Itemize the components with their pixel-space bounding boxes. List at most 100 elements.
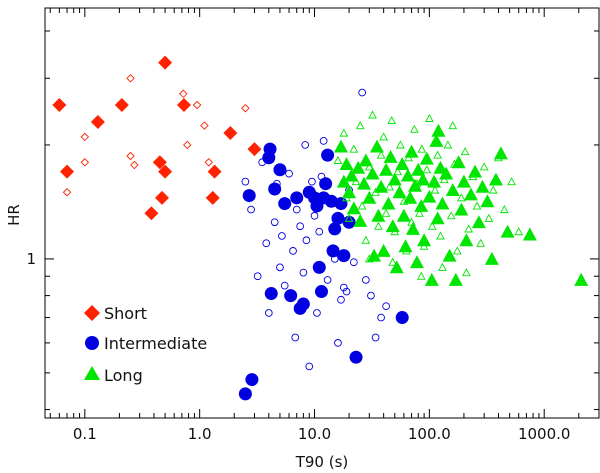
point-long-filled <box>342 185 357 199</box>
point-intermediate-open <box>264 309 273 317</box>
point-long-filled <box>451 155 466 169</box>
point-intermediate-filled <box>278 197 292 211</box>
point-intermediate-open <box>362 276 370 284</box>
point-long-open <box>488 185 498 194</box>
point-intermediate-open <box>285 169 293 178</box>
point-short-open <box>200 121 209 130</box>
point-long-open <box>415 208 424 217</box>
point-short-filled <box>205 190 220 205</box>
point-long-open <box>364 254 374 263</box>
point-short-open <box>126 151 135 161</box>
point-long-filled <box>395 157 410 171</box>
point-short-filled <box>223 126 238 141</box>
point-short-open <box>204 158 214 167</box>
y-tick-label: 1 <box>26 250 36 268</box>
point-long-open <box>407 217 416 226</box>
point-long-filled <box>459 233 474 247</box>
point-intermediate-filled <box>245 373 259 387</box>
chart-ticks <box>45 8 600 418</box>
point-long-filled <box>396 208 411 222</box>
point-short-filled <box>158 164 173 179</box>
point-intermediate-open <box>270 218 279 227</box>
x-tick-label: 1.0 <box>188 425 212 443</box>
point-long-filled <box>445 183 460 197</box>
point-long-filled <box>357 176 372 190</box>
point-intermediate-filled <box>312 260 326 274</box>
point-long-filled <box>480 194 495 208</box>
point-short-filled <box>207 164 222 179</box>
x-tick-label: 100.0 <box>408 425 451 443</box>
point-intermediate-open <box>313 309 321 317</box>
point-intermediate-open <box>349 258 358 267</box>
point-long-open <box>416 271 426 280</box>
point-long-open <box>507 177 516 186</box>
point-intermediate-filled <box>242 189 256 203</box>
point-long-open <box>500 205 509 214</box>
point-long-filled <box>385 219 400 233</box>
point-long-open <box>381 208 391 217</box>
point-intermediate-open <box>382 302 390 311</box>
point-intermediate-open <box>299 268 308 277</box>
point-long-filled <box>400 168 415 182</box>
point-intermediate-open <box>301 141 310 149</box>
point-long-open <box>361 235 371 244</box>
point-long-open <box>460 147 470 156</box>
point-long-open <box>433 150 442 159</box>
point-intermediate-open <box>291 333 300 342</box>
point-long-filled <box>488 172 503 186</box>
point-intermediate-open <box>308 177 316 186</box>
point-short-open <box>179 89 188 99</box>
x-tick-label: 1000.0 <box>518 425 571 443</box>
point-long-filled <box>463 187 478 201</box>
point-long-filled <box>405 221 420 235</box>
point-intermediate-filled <box>290 191 304 205</box>
point-long-filled <box>574 272 589 286</box>
point-intermediate-filled <box>238 387 252 401</box>
point-intermediate-filled <box>273 163 287 177</box>
point-intermediate-open <box>247 205 255 214</box>
point-intermediate-open <box>339 283 348 292</box>
point-long-open <box>452 246 462 255</box>
point-long-filled <box>493 146 508 160</box>
legend-marker-long <box>84 366 100 380</box>
point-intermediate-open <box>276 263 284 272</box>
point-long-filled <box>358 153 373 167</box>
point-long-filled <box>419 151 434 165</box>
point-long-open <box>379 132 389 141</box>
point-long-open <box>462 268 471 277</box>
point-long-filled <box>346 201 361 215</box>
point-long-open <box>344 213 354 222</box>
point-intermediate-open <box>377 313 385 322</box>
point-intermediate-open <box>315 227 324 236</box>
point-long-open <box>399 196 409 205</box>
point-long-open <box>357 201 367 210</box>
point-long-open <box>368 110 377 119</box>
point-long-filled <box>408 178 423 192</box>
point-long-filled <box>431 123 446 137</box>
point-intermediate-filled <box>263 142 277 156</box>
point-long-open <box>355 121 365 130</box>
point-long-filled <box>415 172 430 186</box>
point-intermediate-open <box>262 239 271 248</box>
point-long-open <box>409 124 419 133</box>
point-long-open <box>351 177 361 186</box>
point-long-filled <box>454 202 469 216</box>
point-short-open <box>80 132 90 142</box>
point-short-filled <box>114 98 129 113</box>
x-axis-label: T90 (s) <box>295 453 349 471</box>
point-long-filled <box>353 213 368 227</box>
point-intermediate-filled <box>349 350 363 364</box>
point-long-filled <box>417 233 432 247</box>
point-long-filled <box>365 166 380 180</box>
point-short-filled <box>90 114 105 129</box>
point-long-filled <box>351 160 366 174</box>
point-long-filled <box>333 139 348 153</box>
point-long-open <box>422 165 432 174</box>
legend: Short Intermediate Long <box>84 304 207 385</box>
point-long-filled <box>468 164 483 178</box>
point-long-open <box>339 128 349 137</box>
point-long-filled <box>387 172 402 186</box>
point-intermediate-filled <box>334 197 348 211</box>
point-long-filled <box>475 179 490 193</box>
